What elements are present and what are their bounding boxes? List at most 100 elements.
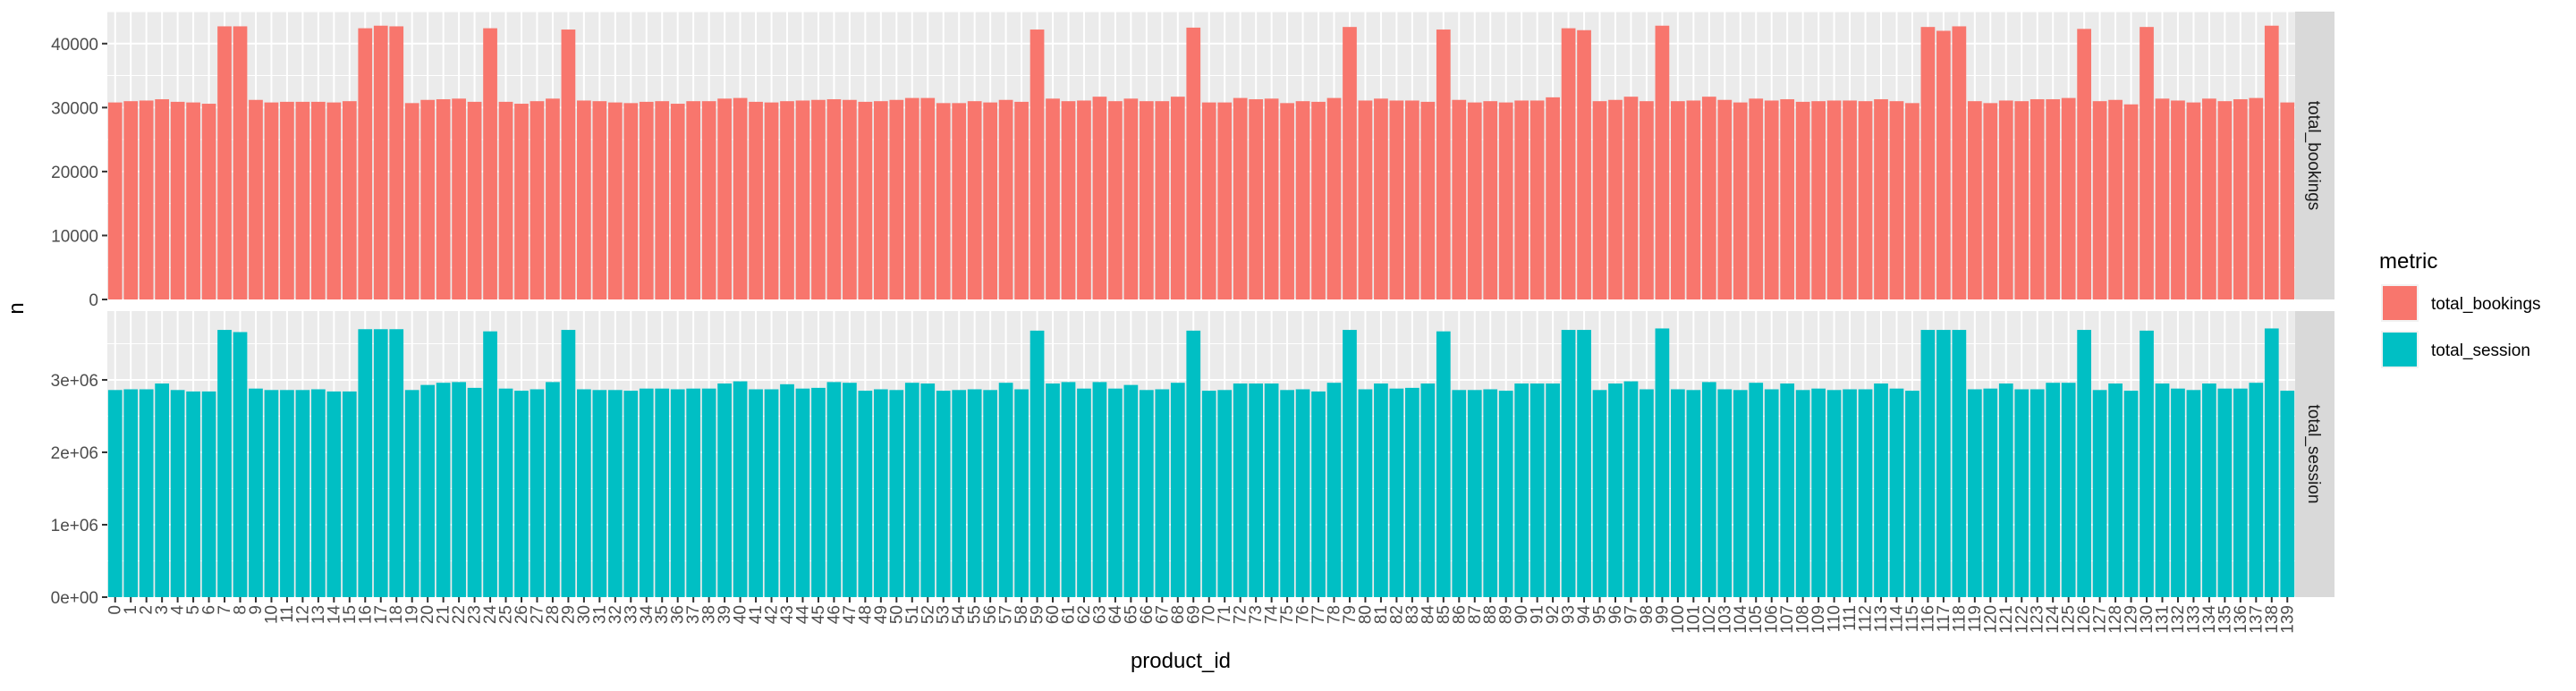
- bar-total_bookings-63: [1092, 97, 1107, 300]
- bar-total_session-86: [1452, 390, 1467, 597]
- x-tick-label: 53: [935, 605, 953, 624]
- bar-total_bookings-110: [1826, 100, 1842, 299]
- bar-total_bookings-46: [826, 99, 842, 299]
- bar-total_bookings-87: [1467, 102, 1482, 299]
- bar-total_bookings-75: [1280, 103, 1294, 299]
- bar-total_session-4: [170, 390, 185, 597]
- x-tick-label: 139: [2278, 605, 2297, 634]
- bar-total_bookings-137: [2249, 97, 2264, 299]
- bar-total_session-68: [1170, 383, 1185, 597]
- x-tick-label: 76: [1294, 605, 1313, 624]
- bar-total_session-92: [1546, 383, 1560, 597]
- bar-total_bookings-94: [1577, 29, 1591, 300]
- x-tick-label: 36: [669, 605, 688, 624]
- bar-total_session-43: [780, 383, 794, 597]
- bar-total_session-115: [1905, 391, 1919, 597]
- bar-total_bookings-134: [2202, 98, 2216, 299]
- bar-total_session-24: [483, 331, 497, 597]
- x-tick-label: 48: [856, 605, 875, 624]
- bar-total_bookings-45: [811, 99, 826, 299]
- bar-total_session-69: [1186, 330, 1201, 597]
- legend-swatch-total_bookings: [2383, 286, 2417, 320]
- y-tick-label: 30000: [51, 99, 98, 118]
- x-tick-label: 103: [1716, 605, 1734, 634]
- bar-total_session-34: [639, 388, 654, 597]
- bar-total_bookings-125: [2061, 97, 2076, 299]
- bar-total_bookings-14: [326, 102, 342, 299]
- x-tick-label: 129: [2123, 605, 2141, 634]
- bar-total_session-3: [155, 383, 170, 597]
- bar-total_session-70: [1201, 391, 1216, 597]
- bar-total_session-113: [1874, 383, 1888, 597]
- x-tick-label: 15: [341, 605, 360, 624]
- bar-total_session-79: [1343, 330, 1357, 597]
- bar-total_session-29: [561, 330, 576, 597]
- x-tick-label: 89: [1497, 605, 1516, 624]
- bar-total_session-18: [389, 329, 404, 597]
- bar-total_bookings-76: [1295, 101, 1310, 299]
- bar-total_session-77: [1311, 391, 1326, 597]
- x-tick-label: 79: [1341, 605, 1360, 624]
- x-tick-label: 41: [747, 605, 766, 624]
- bar-total_session-57: [998, 383, 1013, 597]
- x-tick-label: 110: [1826, 605, 1844, 632]
- bar-total_session-53: [936, 391, 951, 597]
- y-tick-label: 10000: [51, 227, 98, 246]
- bar-total_session-5: [186, 391, 200, 597]
- x-tick-label: 86: [1450, 605, 1469, 624]
- x-tick-label: 102: [1700, 605, 1719, 634]
- bar-total_bookings-1: [123, 101, 139, 299]
- bar-total_session-58: [1014, 389, 1029, 597]
- bar-total_session-116: [1920, 330, 1936, 597]
- x-tick-label: 34: [638, 605, 657, 625]
- bar-total_session-90: [1514, 383, 1530, 597]
- bar-total_bookings-23: [467, 101, 482, 299]
- x-tick-label: 33: [622, 605, 640, 624]
- x-tick-label: 65: [1122, 605, 1140, 624]
- bar-total_bookings-127: [2092, 101, 2107, 299]
- bar-total_bookings-42: [764, 102, 779, 299]
- bar-total_session-91: [1530, 383, 1545, 597]
- x-tick-label: 9: [247, 605, 266, 615]
- bar-total_bookings-32: [607, 102, 623, 299]
- x-tick-label: 133: [2184, 605, 2203, 634]
- bar-total_bookings-36: [670, 104, 685, 299]
- x-tick-label: 96: [1606, 605, 1625, 624]
- bar-total_bookings-71: [1217, 102, 1233, 299]
- bar-total_bookings-41: [749, 101, 763, 299]
- bar-total_session-37: [686, 388, 701, 597]
- bar-total_session-99: [1655, 328, 1670, 597]
- x-tick-label: 57: [997, 605, 1016, 624]
- x-tick-label: 98: [1638, 605, 1657, 624]
- x-tick-label: 127: [2091, 605, 2110, 634]
- bar-total_session-2: [139, 389, 154, 597]
- x-tick-label: 47: [841, 605, 860, 624]
- bar-total_session-103: [1717, 389, 1733, 597]
- bar-total_session-56: [983, 390, 997, 597]
- bar-total_bookings-112: [1858, 101, 1873, 299]
- bar-total_bookings-104: [1733, 102, 1748, 299]
- bar-total_bookings-106: [1764, 100, 1779, 299]
- bar-total_bookings-55: [967, 101, 982, 299]
- x-tick-label: 8: [232, 605, 250, 615]
- bar-total_bookings-111: [1843, 100, 1857, 299]
- x-tick-label: 74: [1263, 605, 1282, 625]
- bar-total_bookings-114: [1889, 101, 1904, 299]
- bar-total_bookings-135: [2217, 101, 2233, 299]
- bar-total_bookings-5: [186, 102, 200, 299]
- bar-total_session-22: [452, 382, 466, 597]
- bar-total_bookings-62: [1077, 100, 1091, 299]
- bar-total_session-51: [904, 383, 919, 597]
- bar-total_session-61: [1061, 382, 1076, 597]
- x-tick-label: 113: [1872, 605, 1891, 632]
- bar-total_session-10: [264, 390, 279, 597]
- bar-total_session-33: [623, 391, 639, 597]
- bar-total_session-17: [373, 329, 388, 597]
- bar-total_session-52: [920, 383, 936, 597]
- x-tick-label: 82: [1387, 605, 1406, 624]
- x-tick-label: 26: [513, 605, 531, 624]
- x-tick-label: 21: [435, 605, 453, 624]
- x-tick-label: 135: [2216, 605, 2234, 634]
- bar-total_bookings-11: [280, 101, 294, 299]
- bar-total_session-14: [326, 391, 342, 597]
